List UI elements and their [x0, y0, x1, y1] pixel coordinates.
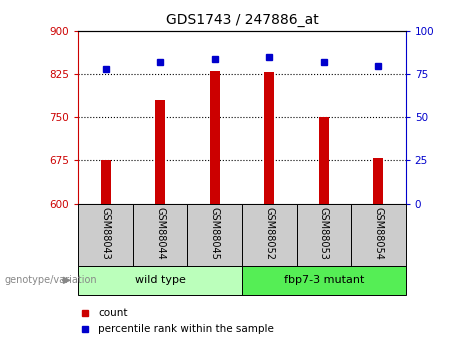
Text: fbp7-3 mutant: fbp7-3 mutant	[284, 275, 364, 285]
Bar	[78, 266, 242, 295]
Bar	[101, 160, 111, 204]
Bar	[296, 204, 351, 266]
Bar	[373, 158, 383, 204]
Text: percentile rank within the sample: percentile rank within the sample	[98, 325, 274, 334]
Text: GSM88054: GSM88054	[373, 207, 384, 259]
Bar	[242, 266, 406, 295]
Bar	[319, 117, 329, 204]
Bar	[265, 72, 274, 204]
Bar	[133, 204, 188, 266]
Text: GSM88043: GSM88043	[100, 207, 111, 259]
Bar	[242, 204, 296, 266]
Bar	[188, 204, 242, 266]
Bar	[155, 100, 165, 204]
Text: GSM88053: GSM88053	[319, 207, 329, 259]
Text: count: count	[98, 308, 128, 318]
Text: genotype/variation: genotype/variation	[5, 275, 97, 285]
Text: GSM88052: GSM88052	[264, 207, 274, 260]
Text: wild type: wild type	[135, 275, 186, 285]
Bar	[210, 71, 219, 204]
Text: GSM88045: GSM88045	[210, 207, 220, 259]
Bar	[78, 204, 133, 266]
Title: GDS1743 / 247886_at: GDS1743 / 247886_at	[165, 13, 319, 27]
Bar	[351, 204, 406, 266]
Text: GSM88044: GSM88044	[155, 207, 165, 259]
